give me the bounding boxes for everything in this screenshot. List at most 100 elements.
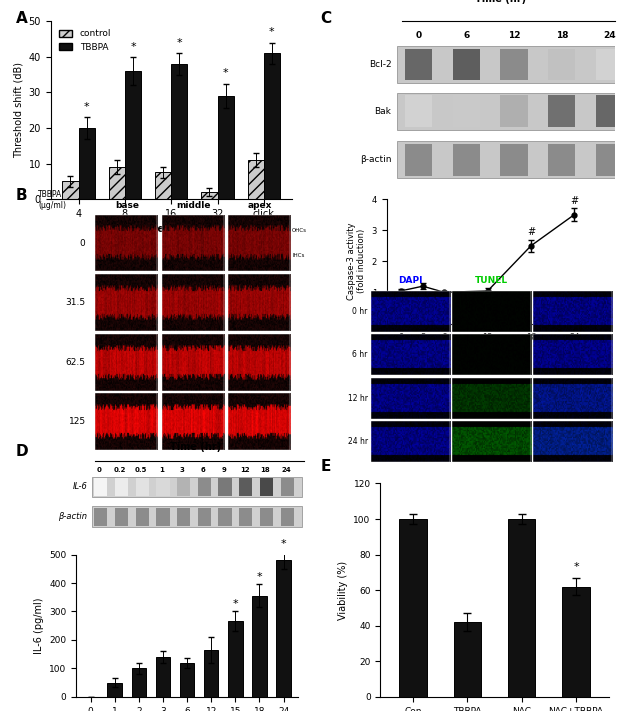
FancyBboxPatch shape bbox=[548, 95, 576, 127]
Text: base: base bbox=[115, 201, 139, 210]
Text: middle: middle bbox=[176, 201, 210, 210]
Text: Time (hr): Time (hr) bbox=[475, 0, 526, 4]
Text: β-actin: β-actin bbox=[360, 155, 391, 164]
FancyBboxPatch shape bbox=[596, 144, 623, 176]
Bar bbox=[125, 71, 141, 199]
Text: *: * bbox=[176, 38, 182, 48]
Text: 12 hr: 12 hr bbox=[347, 394, 368, 402]
Text: Bcl-2: Bcl-2 bbox=[369, 60, 391, 69]
Text: 31.5: 31.5 bbox=[65, 298, 86, 307]
Bar bbox=[108, 167, 125, 199]
FancyBboxPatch shape bbox=[453, 144, 480, 176]
FancyBboxPatch shape bbox=[281, 478, 294, 496]
Text: #: # bbox=[527, 227, 535, 237]
Bar bbox=[228, 621, 242, 697]
Text: 9: 9 bbox=[221, 467, 226, 473]
FancyBboxPatch shape bbox=[397, 141, 615, 178]
Text: DAPI: DAPI bbox=[398, 276, 423, 285]
Bar bbox=[180, 663, 194, 697]
FancyBboxPatch shape bbox=[596, 95, 623, 127]
Bar bbox=[248, 160, 264, 199]
Text: 24 hr: 24 hr bbox=[347, 437, 368, 446]
FancyBboxPatch shape bbox=[453, 95, 480, 127]
FancyBboxPatch shape bbox=[136, 508, 149, 525]
FancyBboxPatch shape bbox=[500, 48, 527, 80]
Text: 6 hr: 6 hr bbox=[353, 351, 368, 359]
Text: 0: 0 bbox=[416, 31, 422, 40]
Text: *: * bbox=[573, 562, 579, 572]
Text: β-actin: β-actin bbox=[58, 512, 87, 521]
Text: 3: 3 bbox=[180, 467, 185, 473]
Text: *: * bbox=[269, 27, 275, 38]
Bar bbox=[562, 587, 590, 697]
Legend: control, TBBPA: control, TBBPA bbox=[55, 26, 115, 55]
Bar bbox=[155, 173, 171, 199]
Bar bbox=[132, 668, 146, 697]
FancyBboxPatch shape bbox=[260, 478, 273, 496]
Text: 18: 18 bbox=[261, 467, 270, 473]
FancyBboxPatch shape bbox=[500, 95, 527, 127]
Y-axis label: IL-6 (pg/ml): IL-6 (pg/ml) bbox=[34, 597, 44, 654]
FancyBboxPatch shape bbox=[500, 144, 527, 176]
FancyBboxPatch shape bbox=[93, 506, 302, 527]
Text: *: * bbox=[130, 41, 136, 52]
FancyBboxPatch shape bbox=[94, 478, 107, 496]
FancyBboxPatch shape bbox=[115, 508, 128, 525]
Text: B: B bbox=[16, 188, 27, 203]
Text: *: * bbox=[84, 102, 89, 112]
Text: 62.5: 62.5 bbox=[65, 358, 86, 367]
FancyBboxPatch shape bbox=[177, 478, 190, 496]
Bar bbox=[252, 596, 267, 697]
FancyBboxPatch shape bbox=[260, 508, 273, 525]
Bar bbox=[62, 181, 79, 199]
FancyBboxPatch shape bbox=[281, 508, 294, 525]
FancyBboxPatch shape bbox=[397, 46, 615, 83]
Text: 6: 6 bbox=[201, 467, 205, 473]
FancyBboxPatch shape bbox=[156, 508, 169, 525]
Text: *: * bbox=[223, 68, 228, 78]
Text: 24: 24 bbox=[281, 467, 291, 473]
FancyBboxPatch shape bbox=[405, 48, 432, 80]
FancyBboxPatch shape bbox=[94, 508, 107, 525]
FancyBboxPatch shape bbox=[219, 478, 231, 496]
Y-axis label: Caspase-3 activity
(fold induction): Caspase-3 activity (fold induction) bbox=[347, 223, 366, 300]
FancyBboxPatch shape bbox=[239, 478, 252, 496]
FancyBboxPatch shape bbox=[177, 508, 190, 525]
Text: apex: apex bbox=[248, 201, 272, 210]
Text: 18: 18 bbox=[555, 31, 568, 40]
Bar bbox=[454, 622, 481, 697]
Text: *: * bbox=[257, 572, 262, 582]
FancyBboxPatch shape bbox=[405, 144, 432, 176]
Text: #: # bbox=[570, 196, 578, 206]
Text: Time (hr): Time (hr) bbox=[171, 442, 221, 451]
FancyBboxPatch shape bbox=[198, 508, 211, 525]
Bar bbox=[508, 519, 535, 697]
FancyBboxPatch shape bbox=[93, 476, 302, 497]
FancyBboxPatch shape bbox=[136, 478, 149, 496]
Text: Bak: Bak bbox=[375, 107, 391, 116]
Bar bbox=[399, 519, 427, 697]
Bar bbox=[156, 657, 170, 697]
Bar bbox=[202, 192, 217, 199]
FancyBboxPatch shape bbox=[453, 48, 480, 80]
Text: 125: 125 bbox=[68, 417, 86, 426]
Bar bbox=[264, 53, 280, 199]
Bar bbox=[171, 64, 188, 199]
Text: E: E bbox=[320, 459, 330, 474]
Text: 12: 12 bbox=[508, 31, 521, 40]
FancyBboxPatch shape bbox=[239, 508, 252, 525]
Text: IL-6: IL-6 bbox=[73, 482, 87, 491]
FancyBboxPatch shape bbox=[596, 48, 623, 80]
Text: 0.5: 0.5 bbox=[135, 467, 147, 473]
Y-axis label: Threshold shift (dB): Threshold shift (dB) bbox=[13, 62, 23, 159]
Text: 0: 0 bbox=[80, 239, 86, 247]
FancyBboxPatch shape bbox=[219, 508, 231, 525]
Text: TBBPA
(μg/ml): TBBPA (μg/ml) bbox=[38, 191, 66, 210]
Bar bbox=[276, 560, 291, 697]
Text: D: D bbox=[16, 444, 29, 459]
Y-axis label: Viability (%): Viability (%) bbox=[338, 560, 348, 620]
Text: 0 hr: 0 hr bbox=[353, 307, 368, 316]
Text: 0: 0 bbox=[97, 467, 102, 473]
Bar bbox=[79, 128, 94, 199]
Bar bbox=[204, 650, 218, 697]
